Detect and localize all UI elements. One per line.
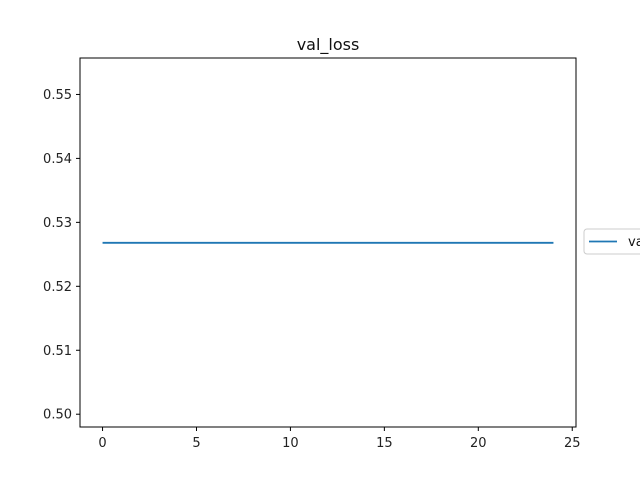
x-tick-label: 15 <box>376 436 393 451</box>
y-axis: 0.50 0.51 0.52 0.53 0.54 0.55 <box>43 88 80 423</box>
x-tick-label: 20 <box>470 436 487 451</box>
x-tick-label: 10 <box>282 436 299 451</box>
y-tick-label: 0.55 <box>43 88 72 103</box>
x-tick-label: 0 <box>98 436 106 451</box>
legend[interactable]: va <box>583 228 640 255</box>
plot-area <box>79 57 577 428</box>
legend-label: va <box>628 235 640 250</box>
y-tick-label: 0.53 <box>43 216 72 231</box>
x-tick-label: 25 <box>564 436 581 451</box>
x-tick-label: 5 <box>192 436 200 451</box>
chart-title: val_loss <box>297 35 360 55</box>
y-tick-label: 0.51 <box>43 344 72 359</box>
y-tick-label: 0.52 <box>43 280 72 295</box>
y-tick-label: 0.54 <box>43 152 72 167</box>
y-tick-label: 0.50 <box>43 408 72 423</box>
x-axis: 0 5 10 15 20 25 <box>98 427 581 451</box>
